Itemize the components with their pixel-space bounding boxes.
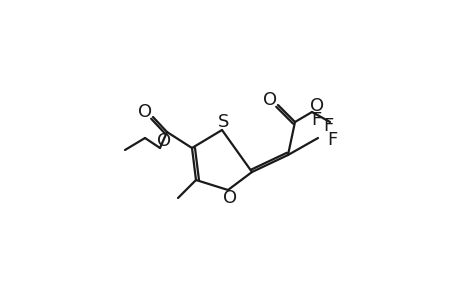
Text: O: O <box>138 103 152 121</box>
Text: O: O <box>223 189 236 207</box>
Text: S: S <box>218 113 229 131</box>
Text: F: F <box>310 111 320 129</box>
Text: F: F <box>322 117 332 135</box>
Text: O: O <box>157 132 171 150</box>
Text: O: O <box>309 97 323 115</box>
Text: F: F <box>326 131 336 149</box>
Text: O: O <box>263 91 276 109</box>
